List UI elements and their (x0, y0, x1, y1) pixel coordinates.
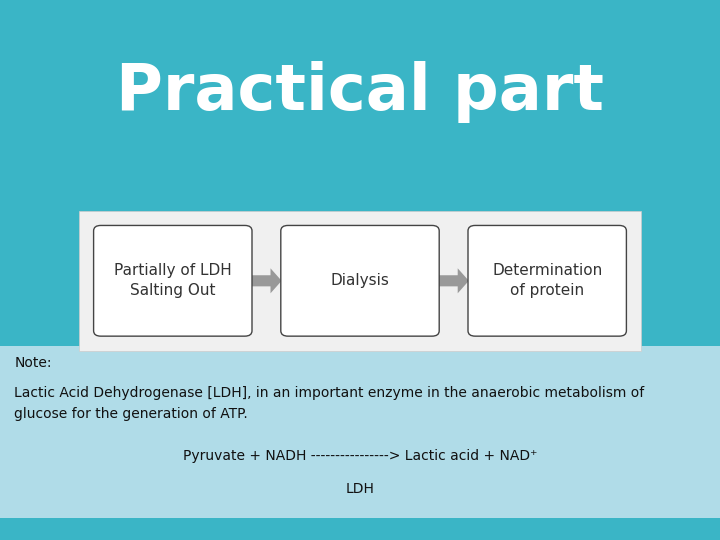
FancyBboxPatch shape (94, 226, 252, 336)
Text: Note:: Note: (14, 356, 52, 370)
Text: Partially of LDH
Salting Out: Partially of LDH Salting Out (114, 264, 232, 298)
FancyBboxPatch shape (468, 226, 626, 336)
Text: Determination
of protein: Determination of protein (492, 264, 603, 298)
FancyBboxPatch shape (0, 346, 720, 518)
Text: Lactic Acid Dehydrogenase [LDH], in an important enzyme in the anaerobic metabol: Lactic Acid Dehydrogenase [LDH], in an i… (14, 386, 644, 421)
Text: LDH: LDH (346, 482, 374, 496)
Text: Pyruvate + NADH ----------------> Lactic acid + NAD⁺: Pyruvate + NADH ----------------> Lactic… (183, 449, 537, 463)
Text: Dialysis: Dialysis (330, 273, 390, 288)
FancyBboxPatch shape (281, 226, 439, 336)
FancyBboxPatch shape (79, 211, 641, 351)
Text: Practical part: Practical part (116, 61, 604, 123)
